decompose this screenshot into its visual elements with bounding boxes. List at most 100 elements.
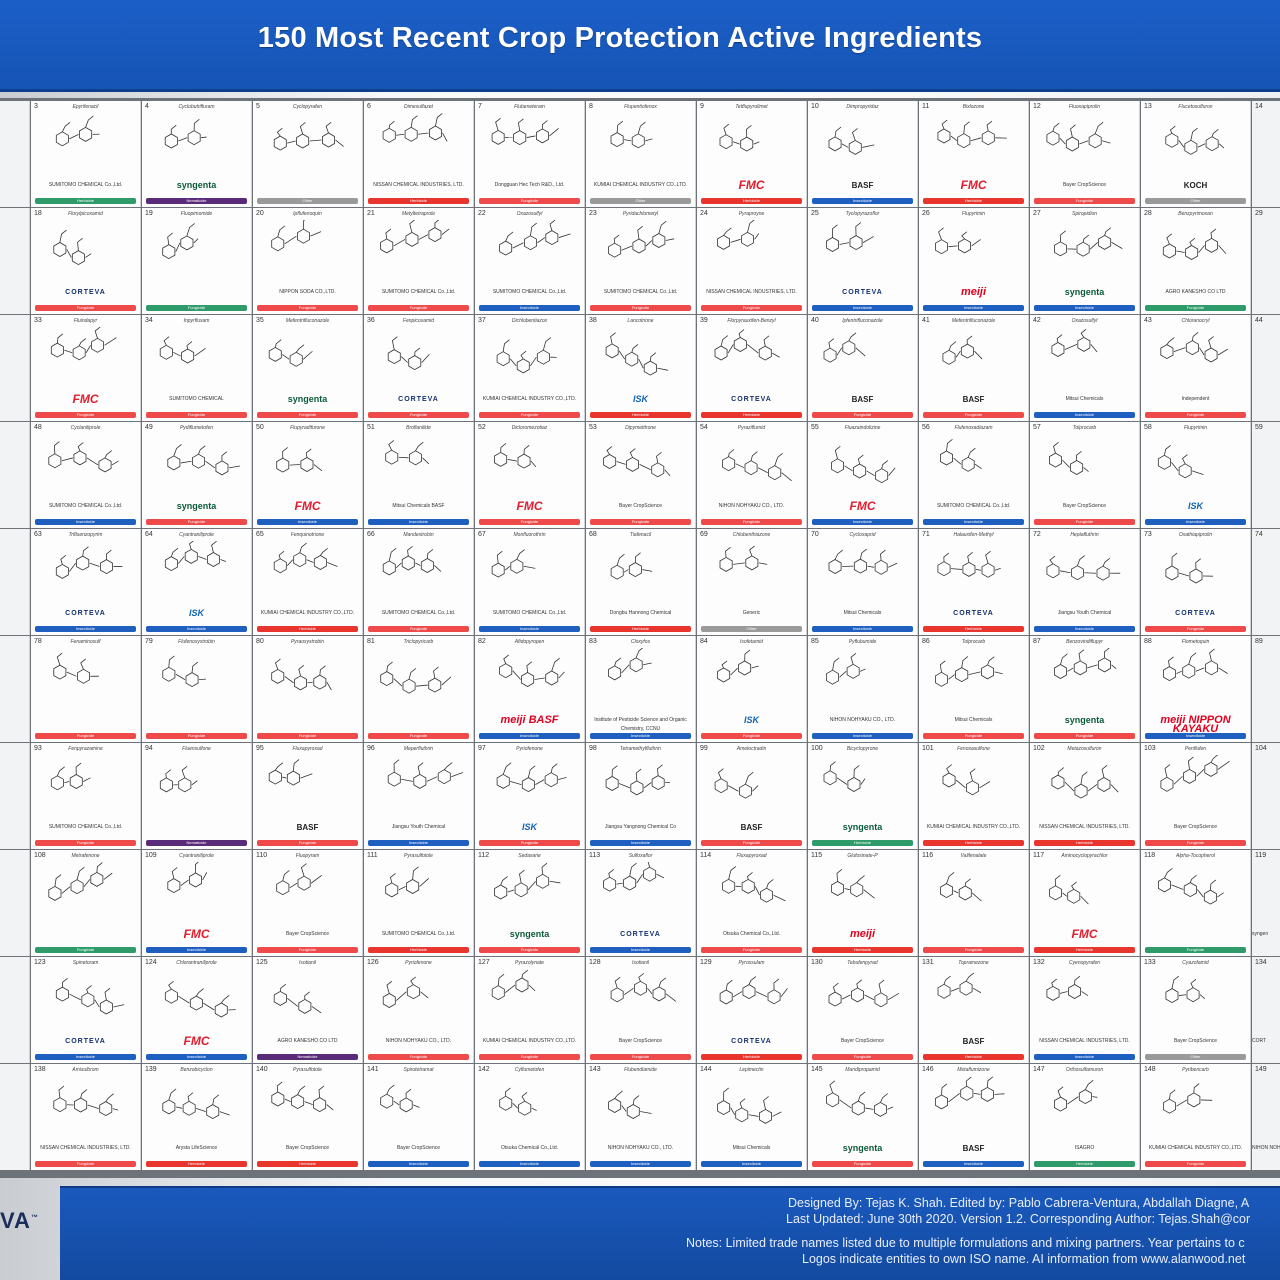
company-logo: BASF: [851, 395, 874, 404]
company-logo: syngenta: [1064, 715, 1105, 725]
ingredient-name: Sedaxane: [518, 853, 541, 859]
ingredient-card: 94 Fluensulfone Nematicide: [142, 743, 252, 849]
ingredient-number: 25: [811, 210, 819, 217]
category-tag: Insecticide: [812, 305, 913, 311]
ingredient-name: Pydiflumetofen: [179, 425, 214, 431]
footer-last-updated: Last Updated: June 30th 2020. Version 1.…: [786, 1212, 1251, 1226]
molecule-structure-icon: [491, 549, 536, 578]
ingredient-name: Pyraproyne: [738, 211, 765, 217]
ingredient-number: 54: [700, 424, 708, 431]
company-logo: SUMITOMO CHEMICAL Co.,Ltd.: [381, 931, 456, 937]
ingredient-number: 67: [478, 531, 486, 538]
ingredient-number: 38: [589, 317, 597, 324]
ingredient-number: 24: [700, 210, 708, 217]
molecule-structure-icon: [48, 441, 119, 473]
category-tag: Herbicide: [812, 947, 913, 953]
ingredient-name: Aminocyclopyrachlor: [1061, 853, 1108, 859]
ingredient-number: 113: [589, 852, 601, 859]
company-logo: Bayer CropScience: [840, 1038, 885, 1044]
company-logo: CORTEVA: [1175, 610, 1216, 617]
molecule-structure-icon: [491, 117, 559, 146]
ingredient-number: 59: [1255, 424, 1263, 431]
category-tag: Insecticide: [1034, 412, 1135, 418]
ingredient-name: Fenpicoxamid: [402, 318, 435, 324]
category-tag: Fungicide: [1145, 840, 1246, 846]
molecule-structure-icon: [271, 658, 332, 691]
category-tag: Herbicide: [590, 412, 691, 418]
company-logo: BASF: [740, 823, 763, 832]
ingredient-number: 14: [1255, 103, 1263, 110]
ingredient-card: 88 Flometoquin meiji NIPPON KAYAKU Insectic…: [1141, 636, 1251, 742]
ingredient-card: 97 Pyriofenone ISK Fungicide: [475, 743, 585, 849]
company-logo: syngenta: [176, 180, 217, 190]
company-logo: ISAGRO: [1074, 1145, 1095, 1151]
category-tag: Fungicide: [479, 840, 580, 846]
molecule-structure-icon: [942, 335, 983, 365]
category-tag: Herbicide: [701, 198, 802, 204]
category-tag: Fungicide: [368, 733, 469, 739]
ingredient-card: 126 Pyriofenone NIHON NOHYAKU CO., LTD. Fun…: [364, 957, 474, 1063]
category-tag: Herbicide: [923, 840, 1024, 846]
company-logo: BASF: [962, 1144, 985, 1153]
category-tag: Fungicide: [479, 412, 580, 418]
ingredient-number: 27: [1033, 210, 1041, 217]
company-logo: CORTEVA: [620, 931, 661, 938]
title-bar: 150 Most Recent Crop Protection Active I…: [0, 0, 1280, 92]
ingredient-number: 4: [145, 103, 149, 110]
ingredient-number: 143: [589, 1066, 601, 1073]
ingredient-card: 96 Meperfluthrin Jiangsu Youth Chemical Ins…: [364, 743, 474, 849]
ingredient-number: 118: [1144, 852, 1156, 859]
ingredient-card: 42 Oxazosulfyl Mitsui Chemicals Insecticide: [1030, 315, 1140, 421]
category-tag: Other: [1145, 1054, 1246, 1060]
ingredient-name: Cyclobutrifluram: [178, 104, 215, 110]
ingredient-number: 109: [145, 852, 157, 859]
ingredient-name: Pyridachlometyl: [622, 211, 659, 217]
ingredient-name: Fluensulfone: [182, 746, 211, 752]
edge-card-right: 104: [1252, 743, 1280, 849]
ingredient-card: 132 Cyenopyrafen NISSAN CHEMICAL INDUSTRIE…: [1030, 957, 1140, 1063]
ingredient-name: Dicloromezotiaz: [511, 425, 548, 431]
ingredient-number: 116: [922, 852, 934, 859]
ingredient-card: 114 Fluxapyroxad Otsuka Chemical Co.,Ltd. F…: [697, 850, 807, 956]
ingredient-number: 139: [145, 1066, 157, 1073]
ingredient-name: Tyclopyrazoflor: [845, 211, 880, 217]
company-logo: Dongguan Hec Tech R&D., Ltd.: [494, 182, 565, 188]
ingredient-name: Fenquinotrione: [290, 532, 325, 538]
ingredient-number: 52: [478, 424, 486, 431]
company-logo: CORTEVA: [731, 1038, 772, 1045]
ingredient-number: 126: [367, 959, 379, 966]
ingredient-name: Flometoquin: [1181, 639, 1210, 645]
ingredient-card: 146 Metaflumizone BASF Insecticide: [919, 1064, 1029, 1170]
company-logo: FMC: [72, 392, 99, 406]
ingredient-name: Pyrasulfotole: [293, 1067, 322, 1073]
molecule-structure-icon: [380, 220, 450, 254]
ingredient-number: 79: [145, 638, 153, 645]
molecule-structure-icon: [55, 977, 125, 1015]
ingredient-name: Cycloxaprid: [849, 532, 876, 538]
ingredient-card: 81 Triclopyricarb Fungicide: [364, 636, 474, 742]
company-logo: AGRO KANESHO CO LTD: [277, 1038, 338, 1044]
ingredient-number: 132: [1033, 959, 1045, 966]
molecule-structure-icon: [942, 764, 991, 796]
category-tag: Fungicide: [923, 947, 1024, 953]
ingredient-card: 117 Aminocyclopyrachlor FMC Herbicide: [1030, 850, 1140, 956]
molecule-structure-icon: [1157, 867, 1224, 905]
category-tag: Herbicide: [35, 198, 136, 204]
molecule-structure-icon: [1048, 874, 1089, 905]
ingredient-name: Tiafenacil: [629, 532, 652, 538]
category-tag: Insecticide: [590, 947, 691, 953]
category-tag: Insecticide: [35, 1054, 136, 1060]
category-tag: Insecticide: [368, 840, 469, 846]
category-tag: Other: [257, 198, 358, 204]
ingredient-card: 79 Flufenoxystrobin Fungicide: [142, 636, 252, 742]
ingredient-number: 28: [1144, 210, 1152, 217]
molecule-structure-icon: [939, 439, 982, 472]
molecule-structure-icon: [717, 649, 759, 683]
ingredient-number: 74: [1255, 531, 1263, 538]
ingredient-card: 51 Broflanilide Mitsui Chemicals BASF Insec…: [364, 422, 474, 528]
ingredient-number: 127: [478, 959, 490, 966]
molecule-structure-icon: [937, 119, 1007, 149]
company-logo: FMC: [516, 499, 543, 513]
ingredient-name: Isotianil: [299, 960, 316, 966]
ingredient-name: Flufenoxadiazam: [954, 425, 993, 431]
